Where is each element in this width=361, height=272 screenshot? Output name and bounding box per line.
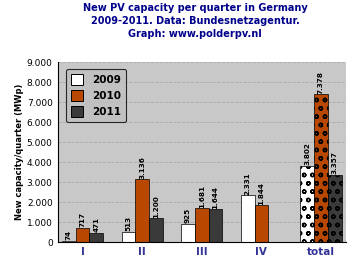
Bar — [328, 175, 342, 242]
Text: 1.681: 1.681 — [199, 185, 205, 208]
Text: 74: 74 — [66, 230, 72, 240]
Legend: 2009, 2010, 2011: 2009, 2010, 2011 — [66, 69, 126, 122]
Text: 7.378: 7.378 — [318, 71, 324, 94]
Text: 3.802: 3.802 — [304, 143, 310, 165]
Text: 1.200: 1.200 — [153, 195, 159, 218]
Text: 1.644: 1.644 — [213, 186, 218, 209]
Text: 2.331: 2.331 — [245, 172, 251, 195]
Text: 3.136: 3.136 — [139, 156, 145, 179]
Bar — [255, 205, 268, 242]
Bar — [122, 232, 135, 242]
Bar — [195, 209, 209, 242]
Text: 925: 925 — [185, 208, 191, 223]
Bar — [149, 218, 163, 242]
Bar — [209, 209, 222, 242]
Bar — [90, 233, 103, 242]
Bar — [241, 196, 255, 242]
Text: 1.844: 1.844 — [258, 182, 264, 205]
Bar — [135, 179, 149, 242]
Bar — [76, 228, 90, 242]
Bar — [314, 94, 328, 242]
Text: 513: 513 — [125, 216, 131, 231]
Text: New PV capacity per quarter in Germany
2009-2011. Data: Bundesnetzagentur.
Graph: New PV capacity per quarter in Germany 2… — [83, 3, 307, 39]
Y-axis label: New capacity/quarter (MWp): New capacity/quarter (MWp) — [15, 84, 24, 220]
Text: 471: 471 — [93, 217, 99, 232]
Bar — [62, 241, 76, 242]
Bar — [181, 224, 195, 242]
Text: 717: 717 — [79, 212, 86, 227]
Text: 3.357: 3.357 — [332, 152, 338, 174]
Bar — [300, 166, 314, 242]
